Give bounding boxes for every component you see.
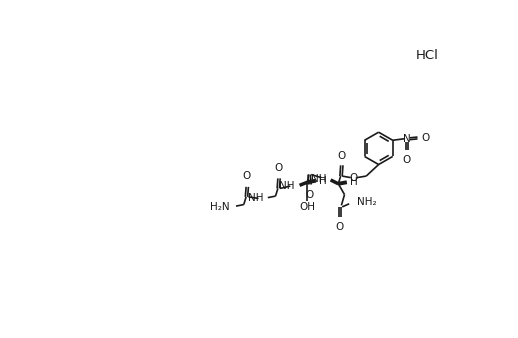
Text: HCl: HCl	[416, 49, 439, 63]
Text: N: N	[403, 134, 411, 144]
Text: O: O	[350, 173, 358, 183]
Text: NH: NH	[249, 193, 264, 203]
Text: H: H	[319, 176, 327, 186]
Text: O: O	[337, 151, 346, 161]
Text: O: O	[243, 171, 251, 182]
Text: O: O	[422, 133, 429, 143]
Text: NH: NH	[279, 181, 295, 191]
Text: NH₂: NH₂	[357, 197, 377, 207]
Text: OH: OH	[299, 202, 315, 212]
Text: H₂N: H₂N	[210, 202, 230, 212]
Text: O: O	[275, 163, 283, 173]
Text: NH: NH	[311, 174, 327, 184]
Text: O: O	[306, 190, 314, 200]
Text: O: O	[402, 155, 411, 165]
Text: H: H	[350, 177, 358, 187]
Text: O: O	[336, 221, 344, 232]
